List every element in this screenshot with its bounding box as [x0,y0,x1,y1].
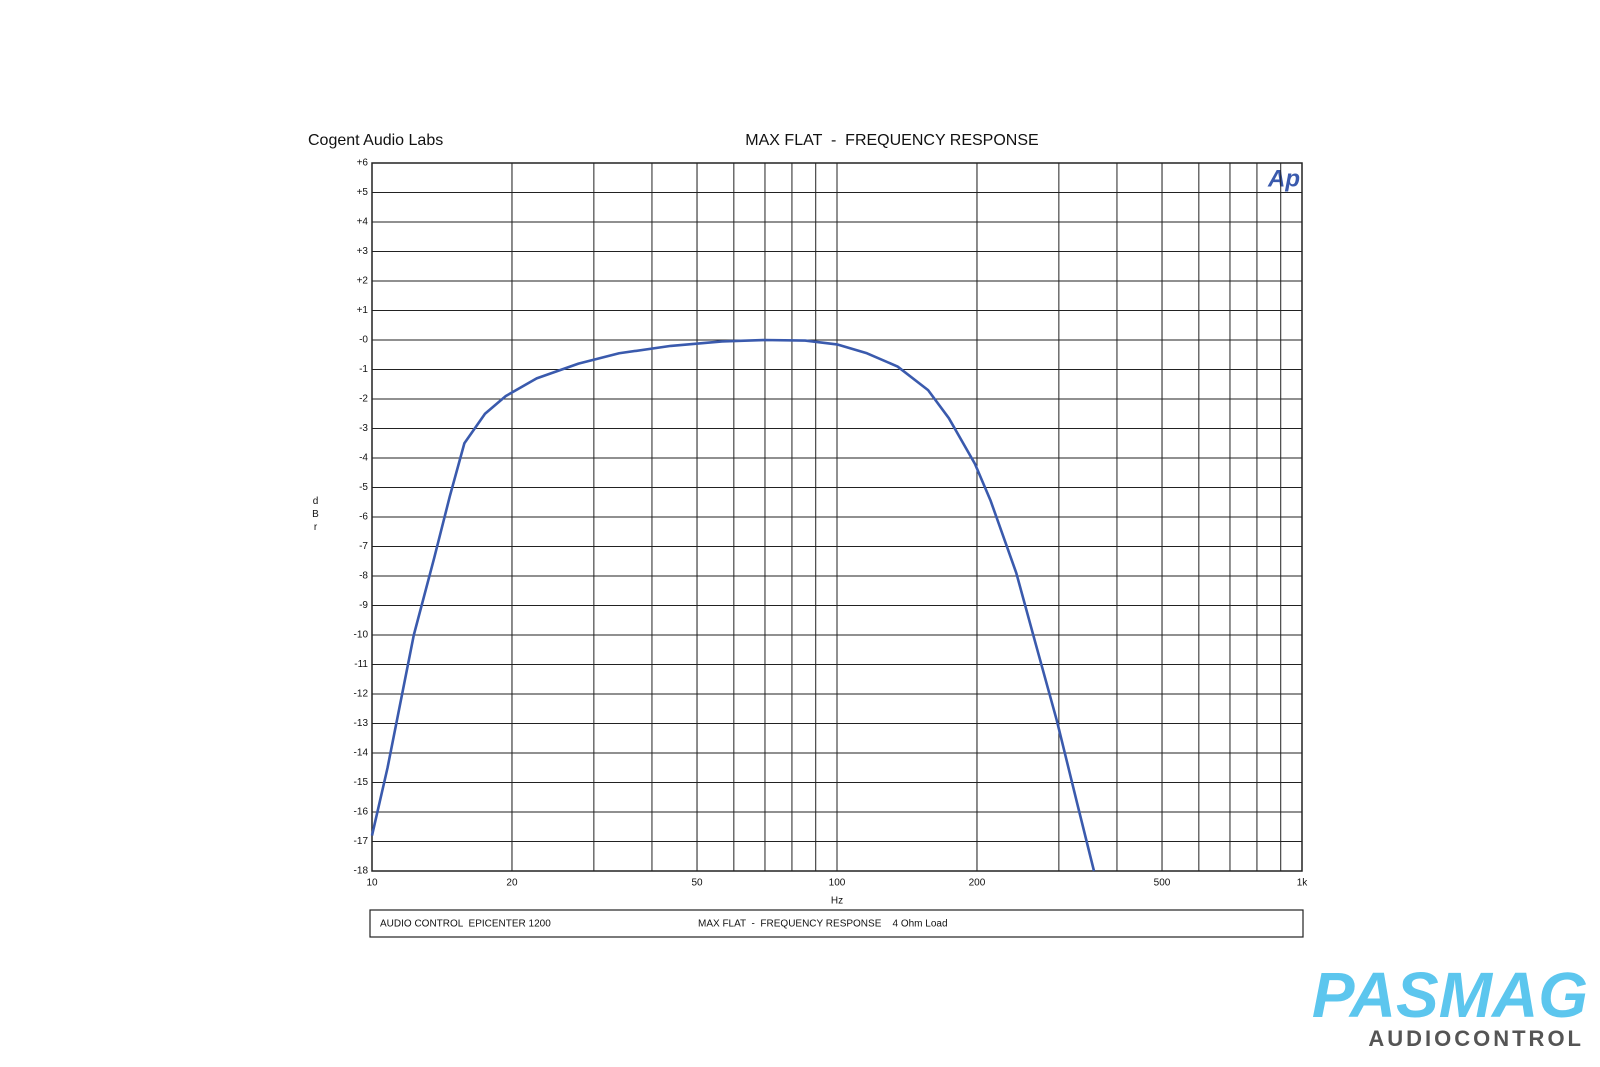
chart-title: MAX FLAT - FREQUENCY RESPONSE [745,132,1038,149]
y-tick-label: -18 [354,866,369,877]
y-tick-label: -15 [354,777,369,788]
y-tick-label: -11 [354,659,368,670]
y-tick-label: -1 [359,364,368,375]
y-tick-label: -5 [359,482,368,493]
y-tick-label: +4 [357,217,369,228]
y-tick-label: -0 [359,335,368,346]
x-tick-label: 500 [1154,878,1171,889]
y-tick-label: -9 [359,600,368,611]
x-tick-label: 20 [506,878,518,889]
y-tick-label: -2 [359,394,368,405]
y-tick-label: +1 [357,305,369,316]
y-tick-label: -3 [359,423,368,434]
y-tick-label: +2 [357,276,369,287]
footer-box [369,909,1304,938]
y-tick-label: -17 [354,836,369,847]
y-tick-label: -16 [354,807,369,818]
y-axis-label: dBr [310,496,321,535]
series-line [370,338,1096,872]
watermark: PASMAG [1312,959,1588,1031]
y-tick-label: -6 [359,512,368,523]
watermark-sub: AUDIOCONTROL [1368,1026,1584,1051]
x-tick-label: 200 [969,878,986,889]
footer-right: MAX FLAT - FREQUENCY RESPONSE 4 Ohm Load [698,919,948,930]
footer-left: AUDIO CONTROL EPICENTER 1200 [380,919,551,930]
y-tick-label: -14 [354,748,369,759]
x-axis-label: Hz [831,896,843,907]
logo: Ap [1267,165,1300,192]
source: Cogent Audio Labs [308,132,443,149]
x-tick-label: 1k [1297,878,1309,889]
y-tick-label: -7 [359,541,368,552]
plot-frame [371,162,1303,872]
x-tick-label: 50 [691,878,703,889]
x-tick-label: 10 [366,878,378,889]
y-tick-label: -10 [354,630,369,641]
y-tick-label: -12 [354,689,369,700]
y-tick-label: +5 [357,187,369,198]
y-tick-label: +6 [357,158,369,169]
y-tick-label: -8 [359,571,368,582]
y-tick-label: -13 [354,718,369,729]
y-tick-label: -4 [359,453,368,464]
x-tick-label: 100 [829,878,846,889]
y-tick-label: +3 [357,246,369,257]
